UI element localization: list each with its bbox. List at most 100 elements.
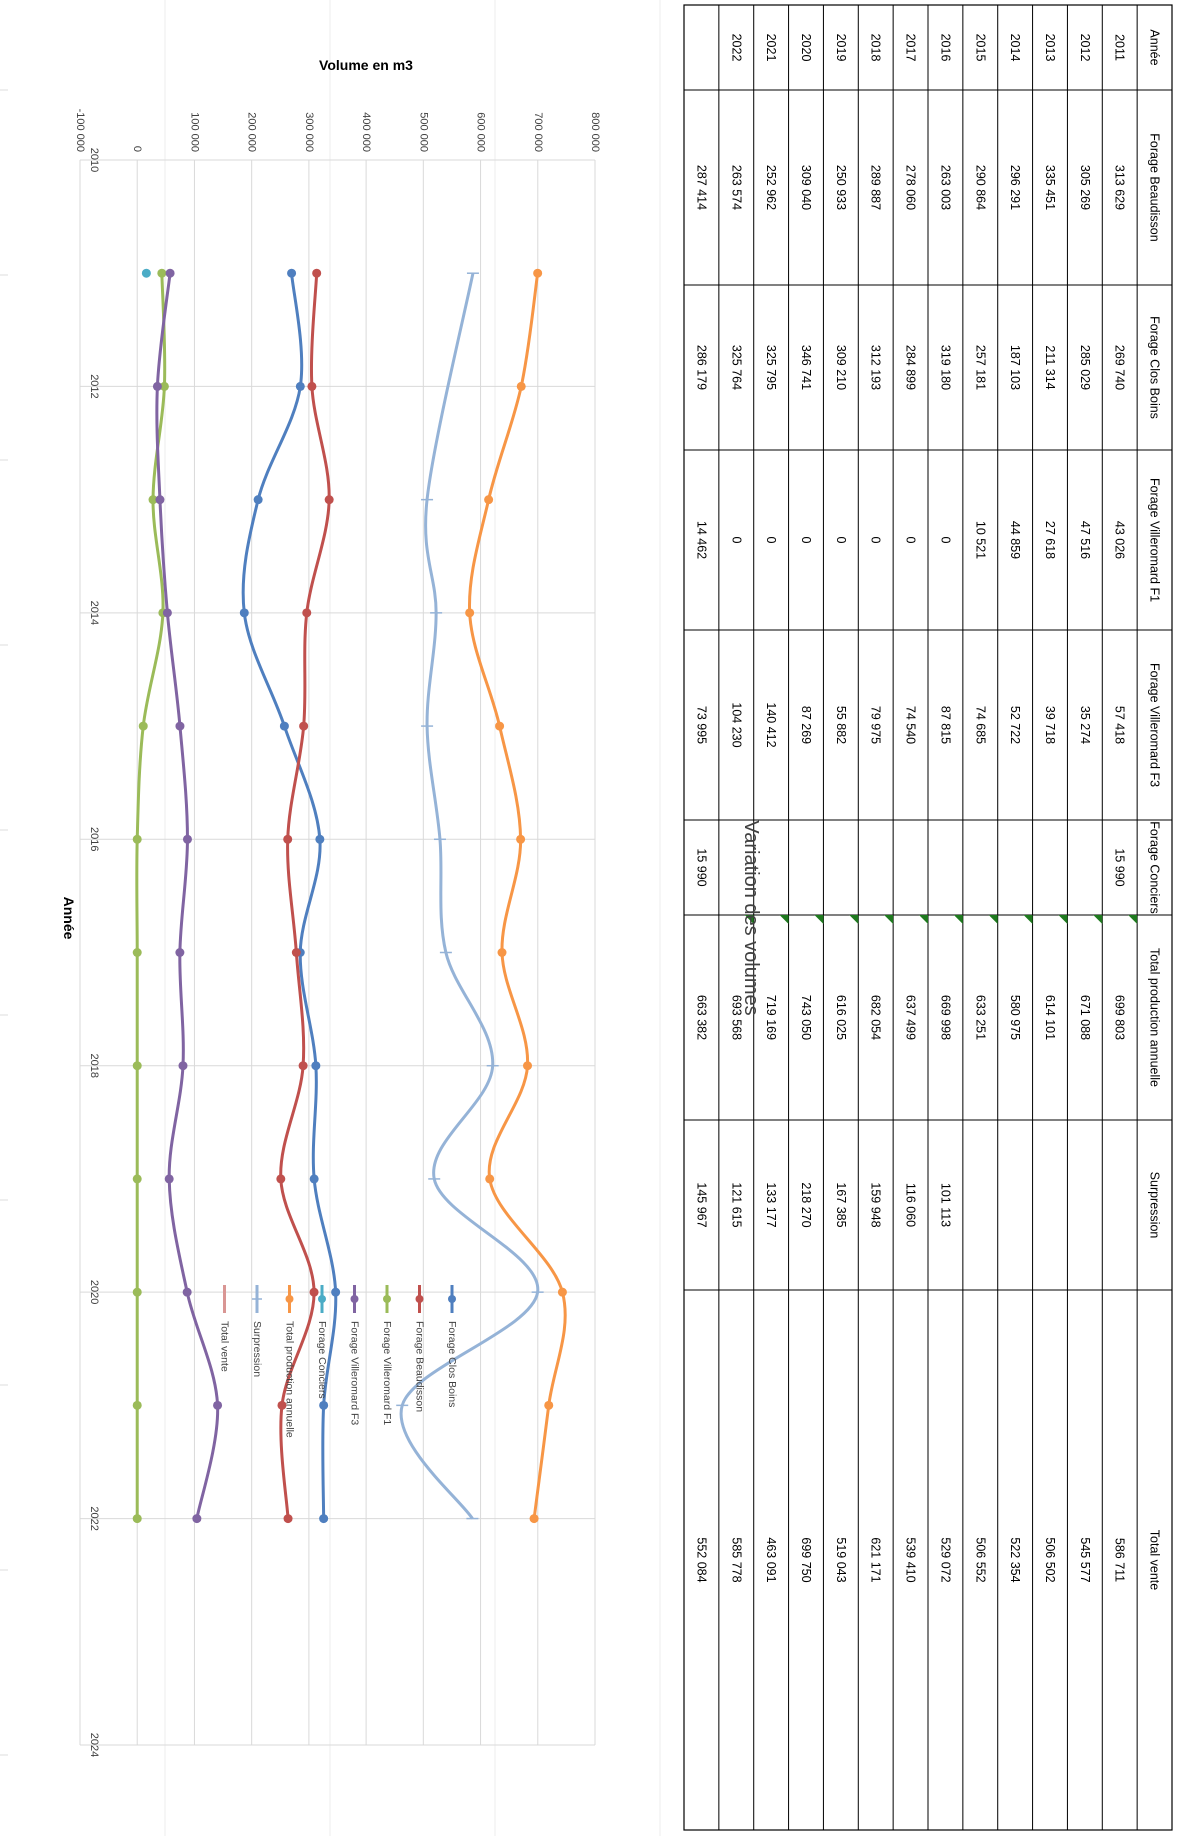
data-point (523, 1061, 533, 1071)
data-point (178, 1061, 188, 1071)
y-tick-label: 0 (131, 146, 143, 152)
table-cell: 633 251 (973, 995, 987, 1040)
data-point (152, 381, 162, 391)
table-cell: 693 568 (729, 995, 743, 1040)
data-point (182, 1287, 192, 1297)
table-cell: 285 029 (1078, 345, 1092, 390)
data-point (159, 381, 169, 391)
data-point (132, 1514, 142, 1524)
legend-label: Surpression (251, 1321, 263, 1377)
data-point (155, 495, 165, 505)
line-chart: -100 000 0 100 000 200 000 300 000 400 000 500… (61, 57, 762, 1757)
data-point (239, 608, 249, 618)
table-cell: 313 629 (1113, 165, 1127, 210)
cell-warning-marker (1023, 915, 1033, 924)
data-point (132, 948, 142, 957)
series-line (241, 273, 338, 1519)
data-table: Année Forage Beaudisson Forage Clos Boins F… (683, 4, 1173, 1831)
x-tick-label: 2014 (88, 601, 100, 625)
table-cell: 552 084 (694, 1537, 708, 1582)
table-cell: 305 269 (1078, 165, 1092, 210)
data-point (516, 834, 526, 844)
data-point (141, 268, 151, 278)
y-tick-label: -100 000 (74, 109, 86, 152)
data-point (175, 721, 185, 731)
table-cell: 0 (729, 537, 743, 544)
series-forage-conciers (141, 268, 151, 278)
table-cell: 133 177 (764, 1182, 778, 1227)
x-tick-label: 2022 (88, 1506, 100, 1530)
table-header-cell: Année (1148, 29, 1162, 65)
data-point (484, 495, 494, 505)
data-point (495, 721, 505, 731)
legend-marker (383, 1295, 391, 1303)
table-cell: 616 025 (834, 995, 848, 1040)
data-point (132, 1287, 142, 1297)
table-cell: 187 103 (1008, 345, 1022, 390)
legend-item: Forage Clos Boins (446, 1285, 458, 1407)
y-tick-label: 100 000 (188, 112, 200, 152)
table-header-cell: Forage Beaudisson (1148, 133, 1162, 241)
legend-label: Forage Villeromard F1 (381, 1321, 393, 1425)
table-cell: 44 859 (1008, 521, 1022, 559)
data-point (132, 834, 142, 844)
cell-warning-marker (953, 915, 963, 924)
table-cell: 719 169 (764, 995, 778, 1040)
data-point (331, 1287, 341, 1297)
table-cell: 0 (834, 537, 848, 544)
cell-warning-marker (1093, 915, 1103, 924)
data-point (283, 1514, 293, 1524)
table-cell: 614 101 (1043, 995, 1057, 1040)
data-point (132, 1061, 142, 1071)
data-point (182, 834, 192, 844)
table-cell: 0 (764, 537, 778, 544)
series-line (399, 272, 540, 1520)
series-total-production-annuelle (465, 268, 567, 1524)
table-cell: 15 990 (694, 848, 708, 886)
cell-warning-marker (744, 915, 754, 924)
data-point (315, 834, 325, 844)
table-cell: 2017 (904, 34, 918, 62)
cell-warning-marker (884, 915, 894, 924)
legend-marker (415, 1295, 424, 1303)
table-cell: 39 718 (1043, 706, 1057, 744)
table-cell: 506 552 (973, 1537, 987, 1582)
table-cell: 309 210 (834, 345, 848, 390)
data-point (213, 1400, 223, 1410)
chart-title: Variation des volumes (740, 820, 762, 1015)
table-cell: 519 043 (834, 1537, 848, 1582)
data-point (157, 268, 167, 278)
table-cell: 2011 (1113, 34, 1127, 61)
data-point (302, 608, 312, 618)
table-header-cell: Forage Clos Boins (1148, 316, 1162, 419)
table-cell: 10 521 (973, 521, 987, 559)
data-point (312, 268, 322, 278)
table-cell: 218 270 (799, 1182, 813, 1227)
table-cell: 289 887 (869, 165, 883, 210)
data-point (162, 608, 172, 618)
table-cell: 637 499 (904, 995, 918, 1040)
table-cell: 669 998 (938, 995, 952, 1040)
table-cell: 539 410 (904, 1537, 918, 1582)
table-cell: 545 577 (1078, 1537, 1092, 1582)
sheet-gridlines (0, 0, 661, 1836)
y-tick-label: 700 000 (532, 112, 544, 152)
table-cell: 699 750 (799, 1537, 813, 1582)
cell-warning-marker (779, 915, 789, 924)
table-cell: 55 882 (834, 706, 848, 744)
data-point (287, 268, 297, 278)
x-tick-label: 2020 (88, 1280, 100, 1304)
series-forage-beaudisson (276, 268, 334, 1524)
table-cell: 159 948 (869, 1182, 883, 1227)
cell-warning-marker (849, 915, 859, 924)
data-point (516, 381, 526, 391)
table-cell: 463 091 (764, 1537, 778, 1582)
series-forage-villeromard-f1 (132, 268, 169, 1524)
series-line (135, 273, 167, 1519)
cell-warning-marker (1058, 915, 1068, 924)
table-cell: 73 995 (694, 706, 708, 744)
table-cell: 52 722 (1008, 706, 1022, 744)
table-cell: 0 (904, 537, 918, 544)
y-tick-label: 300 000 (303, 112, 315, 152)
